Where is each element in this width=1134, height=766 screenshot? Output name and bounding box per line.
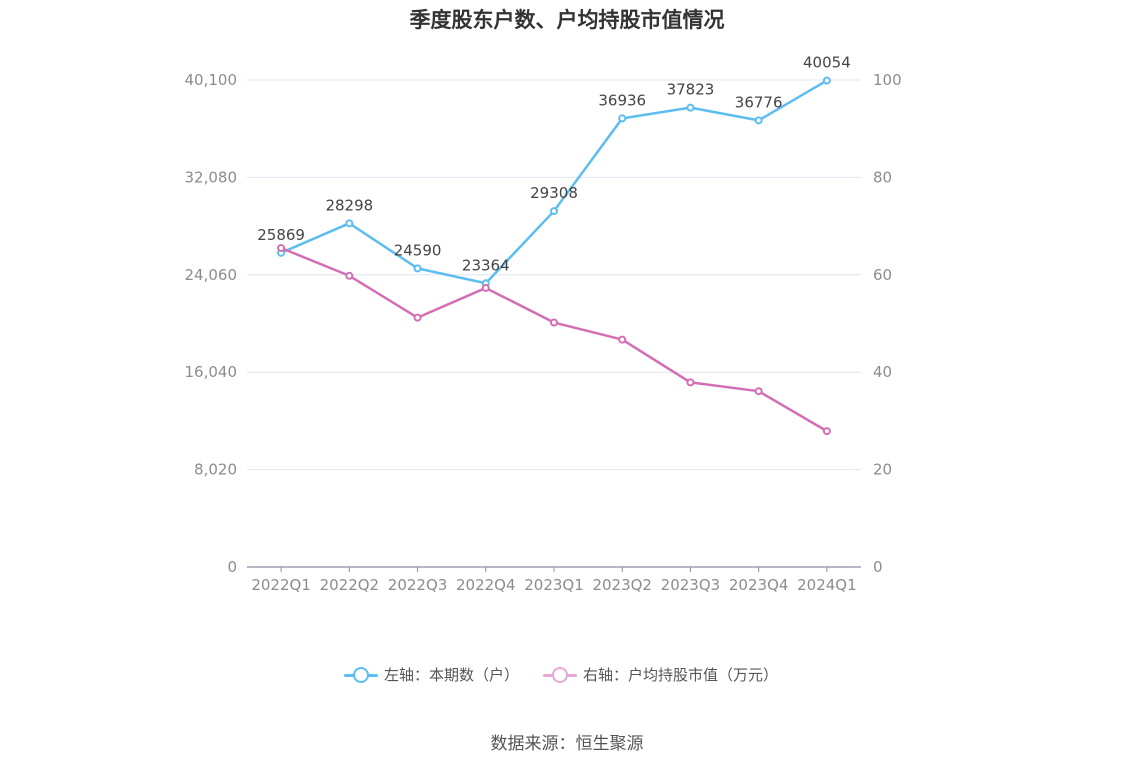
right-tick-label: 40	[873, 363, 892, 381]
data-point	[822, 427, 831, 436]
data-label: 40054	[803, 54, 851, 72]
data-labels: 25869 28298 24590 23364 29308 36936 37823 36776…	[257, 54, 850, 275]
data-label: 36776	[735, 93, 783, 111]
left-tick-label: 8,020	[194, 461, 237, 479]
x-tick-label: 2023Q2	[592, 576, 652, 594]
data-label: 29308	[530, 184, 578, 202]
left-tick-label: 16,040	[185, 363, 238, 381]
data-point	[413, 264, 422, 273]
legend: 左轴：本期数（户） 右轴：户均持股市值（万元）	[0, 664, 1134, 688]
x-tick-label: 2022Q2	[320, 576, 380, 594]
data-label: 25869	[257, 226, 305, 244]
right-tick-label: 20	[873, 461, 892, 479]
left-tick-label: 32,080	[185, 168, 238, 186]
x-tick-label: 2023Q4	[729, 576, 789, 594]
left-tick-label: 0	[227, 558, 237, 576]
legend-item-holders[interactable]: 左轴：本期数（户）	[344, 664, 519, 685]
data-label: 37823	[667, 81, 715, 99]
right-tick-label: 100	[873, 71, 902, 89]
series-group	[277, 76, 831, 436]
legend-line-circle-icon	[344, 665, 378, 685]
chart-title: 季度股东户数、户均持股市值情况	[409, 8, 725, 32]
data-point	[345, 271, 354, 280]
left-axis: 0 8,020 16,040 24,060 32,080 40,100	[185, 71, 238, 576]
x-tick-label: 2024Q1	[797, 576, 857, 594]
data-point	[550, 207, 558, 216]
data-label: 23364	[462, 256, 510, 274]
right-tick-label: 80	[873, 168, 892, 186]
data-point	[345, 219, 354, 228]
x-tick-label: 2023Q1	[524, 576, 584, 594]
data-label: 24590	[394, 241, 442, 259]
x-tick-label: 2022Q4	[456, 576, 516, 594]
right-axis: 0 20 40 60 80 100	[873, 71, 902, 576]
x-axis: 2022Q1 2022Q2 2022Q3 2022Q4 2023Q1 2023Q2 2023…	[247, 566, 861, 594]
data-label: 28298	[325, 196, 373, 214]
data-label: 36936	[598, 91, 646, 109]
data-point	[618, 114, 627, 123]
data-point	[277, 244, 286, 253]
x-tick-label: 2022Q1	[251, 576, 311, 594]
x-tick-label: 2022Q3	[388, 576, 448, 594]
data-point	[550, 318, 558, 327]
data-point	[754, 387, 763, 396]
data-point	[413, 313, 422, 322]
data-point	[481, 283, 490, 292]
data-point	[686, 103, 695, 112]
series-line-avg-value	[280, 246, 828, 433]
x-tick-label: 2023Q3	[661, 576, 721, 594]
legend-line-circle-icon	[543, 665, 577, 685]
left-tick-label: 24,060	[185, 266, 238, 284]
legend-label-holders: 左轴：本期数（户）	[384, 666, 520, 684]
grid-lines	[247, 79, 861, 471]
right-tick-label: 0	[873, 558, 883, 576]
data-source-note: 数据来源：恒生聚源	[490, 734, 644, 754]
data-point	[754, 116, 763, 125]
right-tick-label: 60	[873, 266, 892, 284]
legend-label-avg-value: 右轴：户均持股市值（万元）	[583, 666, 779, 684]
data-point	[822, 76, 831, 85]
data-point	[686, 378, 695, 387]
data-point	[618, 335, 627, 344]
legend-item-avg-value[interactable]: 右轴：户均持股市值（万元）	[543, 664, 778, 685]
left-tick-label: 40,100	[185, 71, 238, 89]
